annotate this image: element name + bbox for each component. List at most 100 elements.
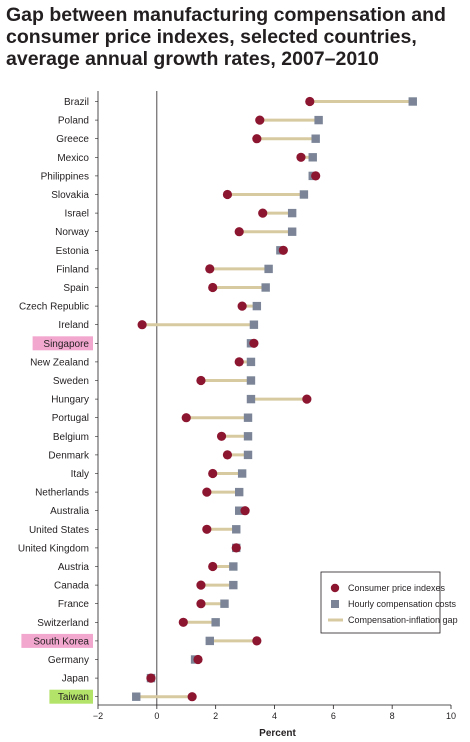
category-label: Taiwan — [58, 692, 89, 703]
category-label: Denmark — [48, 450, 90, 461]
x-tick-label: 6 — [331, 711, 336, 721]
comp-marker — [308, 153, 317, 162]
category-label: Finland — [56, 264, 89, 275]
comp-marker — [237, 469, 247, 478]
chart-axes: −2 0 2 4 6 8 10 — [93, 91, 456, 721]
category-highlight — [49, 689, 93, 704]
comp-marker — [246, 394, 256, 404]
comp-marker — [311, 134, 320, 143]
cpi-marker — [231, 543, 241, 553]
category-label: Estonia — [56, 246, 90, 257]
comp-marker — [235, 487, 244, 497]
cpi-marker — [296, 152, 306, 162]
cpi-marker — [252, 134, 262, 144]
cpi-marker — [202, 524, 212, 534]
x-tick-label: 10 — [446, 711, 456, 721]
category-label: Brazil — [64, 97, 89, 108]
legend-comp-label: Hourly compensation costs — [348, 599, 457, 609]
cpi-marker — [234, 357, 244, 367]
cpi-marker — [237, 301, 247, 311]
category-labels: Brazil Poland Greece Mexico Philippines Slova… — [18, 97, 90, 703]
category-label: New Zealand — [30, 357, 89, 368]
comp-marker — [287, 208, 297, 218]
category-label: Israel — [65, 209, 89, 220]
comp-marker — [205, 636, 214, 646]
cpi-marker — [146, 673, 156, 683]
comp-marker — [229, 562, 238, 571]
cpi-marker — [258, 208, 268, 218]
comp-marker — [314, 115, 323, 125]
cpi-marker — [202, 487, 212, 497]
legend-cpi-marker — [330, 583, 340, 593]
legend-box — [320, 571, 441, 634]
category-label: Portugal — [52, 413, 89, 424]
comp-marker — [299, 190, 309, 199]
category-label: Sweden — [53, 376, 89, 387]
cpi-marker — [137, 320, 147, 330]
cpi-marker — [278, 245, 288, 255]
comp-marker — [211, 618, 220, 627]
category-label: Netherlands — [35, 488, 89, 499]
legend-cpi-label: Consumer price indexes — [348, 583, 446, 593]
cpi-marker — [240, 506, 250, 516]
x-tick-label: 4 — [272, 711, 277, 721]
cpi-marker — [255, 115, 265, 125]
category-highlights — [21, 336, 93, 704]
category-label: Singapore — [43, 339, 89, 350]
category-label: Mexico — [57, 153, 89, 164]
comp-marker — [246, 357, 256, 367]
cpi-marker — [196, 375, 206, 386]
comp-marker — [232, 525, 241, 534]
x-tick-label: 2 — [213, 711, 218, 721]
comp-marker — [408, 97, 417, 106]
category-label: Philippines — [41, 171, 89, 182]
category-label: South Korea — [33, 636, 89, 647]
category-highlight — [21, 633, 93, 648]
category-label: Japan — [62, 674, 89, 685]
category-label: Switzerland — [37, 618, 89, 629]
cpi-marker — [178, 617, 188, 627]
category-label: Czech Republic — [19, 302, 89, 313]
category-label: Italy — [71, 469, 89, 480]
comp-marker — [261, 283, 270, 292]
comp-marker — [243, 432, 253, 441]
chart-title-line: consumer price indexes, selected countri… — [6, 26, 417, 48]
category-label: Hungary — [51, 395, 89, 406]
comp-marker — [243, 413, 253, 422]
category-label: United States — [29, 525, 89, 536]
chart-marks — [132, 96, 417, 702]
comp-marker — [246, 376, 256, 385]
cpi-marker — [302, 394, 312, 404]
cpi-marker — [187, 692, 197, 702]
cpi-marker — [249, 338, 259, 348]
category-label: Belgium — [53, 432, 89, 443]
comp-marker — [229, 580, 238, 590]
cpi-marker — [208, 282, 218, 293]
category-label: Poland — [58, 116, 89, 127]
cpi-marker — [252, 636, 262, 646]
cpi-marker — [305, 96, 315, 107]
comp-marker — [235, 506, 244, 515]
comp-marker — [249, 320, 259, 329]
category-label: Greece — [56, 134, 89, 145]
category-label: Australia — [50, 506, 89, 517]
legend-gap-label: Compensation-inflation gap — [348, 615, 458, 625]
cpi-marker — [222, 189, 233, 200]
comp-marker — [243, 450, 253, 460]
category-label: Norway — [55, 227, 89, 238]
cpi-marker — [311, 171, 321, 181]
cpi-marker — [208, 561, 218, 572]
cpi-marker — [193, 654, 203, 665]
x-tick-label: −2 — [93, 711, 103, 721]
x-tick-label: 8 — [390, 711, 395, 721]
cpi-marker — [196, 599, 206, 609]
category-label: Germany — [48, 655, 89, 666]
cpi-marker — [205, 264, 215, 274]
category-label: France — [58, 599, 90, 610]
legend: Consumer price indexes Hourly compensati… — [320, 571, 458, 634]
cpi-marker — [222, 450, 233, 460]
comp-marker — [252, 301, 262, 311]
category-label: Slovakia — [51, 190, 89, 201]
x-axis-title: Percent — [259, 728, 296, 739]
